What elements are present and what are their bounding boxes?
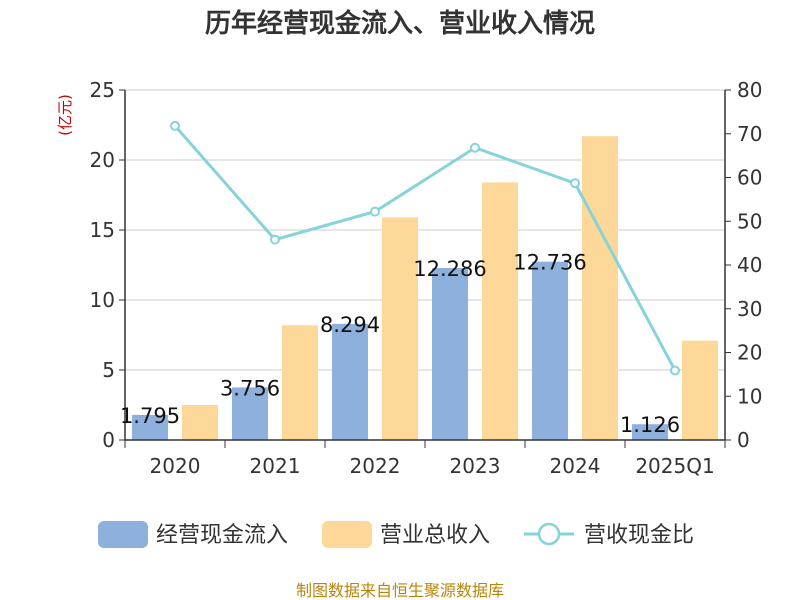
bar-revenue <box>682 340 718 440</box>
left-tick-label: 25 <box>90 78 115 102</box>
left-axis-unit: (亿元) <box>56 94 74 136</box>
legend-swatch-revenue <box>322 521 372 548</box>
line-point <box>570 178 580 189</box>
right-tick-label: 30 <box>737 297 762 321</box>
line-point <box>470 142 480 153</box>
data-source-note: 制图数据来自恒生聚源数据库 <box>296 581 504 600</box>
data-label: 1.795 <box>120 404 180 428</box>
left-tick-label: 20 <box>90 148 115 172</box>
legend-swatch-marker <box>537 522 561 546</box>
data-label: 1.126 <box>620 413 680 437</box>
right-tick-label: 10 <box>737 384 762 408</box>
bar-cash-inflow <box>532 261 568 440</box>
right-tick-label: 40 <box>737 253 762 277</box>
bar-revenue <box>282 325 318 440</box>
line-point <box>270 234 280 245</box>
x-tick-label: 2025Q1 <box>635 454 714 478</box>
bar-revenue <box>182 405 218 440</box>
data-label: 12.286 <box>413 257 486 281</box>
x-tick-label: 2024 <box>550 454 601 478</box>
left-tick-label: 10 <box>90 288 115 312</box>
data-label: 12.736 <box>513 251 586 275</box>
data-label: 3.756 <box>220 376 280 400</box>
bar-cash-inflow <box>132 414 168 440</box>
legend: 经营现金流入 营业总收入 营收现金比 <box>98 521 694 548</box>
left-tick-label: 5 <box>102 358 115 382</box>
right-tick-label: 80 <box>737 78 762 102</box>
legend-label-cash-ratio: 营收现金比 <box>584 523 694 548</box>
line-cash-ratio <box>173 124 677 372</box>
chart-title: 历年经营现金流入、营业收入情况 <box>205 8 595 39</box>
right-tick-label: 50 <box>737 209 762 233</box>
bar-cash-inflow <box>332 323 368 440</box>
line-point <box>370 206 380 217</box>
line-point <box>670 365 680 376</box>
right-tick-label: 70 <box>737 122 762 146</box>
data-label: 8.294 <box>320 313 380 337</box>
right-tick-label: 20 <box>737 341 762 365</box>
right-tick-label: 60 <box>737 166 762 190</box>
line-series <box>170 120 680 376</box>
x-tick-label: 2021 <box>250 454 301 478</box>
right-tick-label: 0 <box>737 428 750 452</box>
bar-cash-inflow <box>232 387 268 440</box>
x-tick-label: 2020 <box>150 454 201 478</box>
legend-label-revenue: 营业总收入 <box>380 523 490 548</box>
bar-revenue <box>382 217 418 440</box>
data-labels: 1.795 3.756 8.294 12.286 12.736 1.126 <box>120 251 680 438</box>
bar-cash-inflow <box>432 267 468 440</box>
left-tick-label: 15 <box>90 218 115 242</box>
bar-series <box>132 136 718 440</box>
line-point <box>170 120 180 131</box>
bar-cash-inflow <box>632 424 668 440</box>
legend-label-cash-inflow: 经营现金流入 <box>156 523 288 548</box>
left-tick-label: 0 <box>102 428 115 452</box>
legend-swatch-cash-inflow <box>98 521 148 548</box>
axes: 0 5 10 15 20 25 0 10 20 30 40 50 60 70 80 2020 2021 2022 2… <box>90 78 763 478</box>
x-tick-label: 2023 <box>450 454 501 478</box>
x-tick-label: 2022 <box>350 454 401 478</box>
bar-revenue <box>482 182 518 440</box>
bar-revenue <box>582 136 618 440</box>
right-axis-unit: % <box>796 85 800 99</box>
